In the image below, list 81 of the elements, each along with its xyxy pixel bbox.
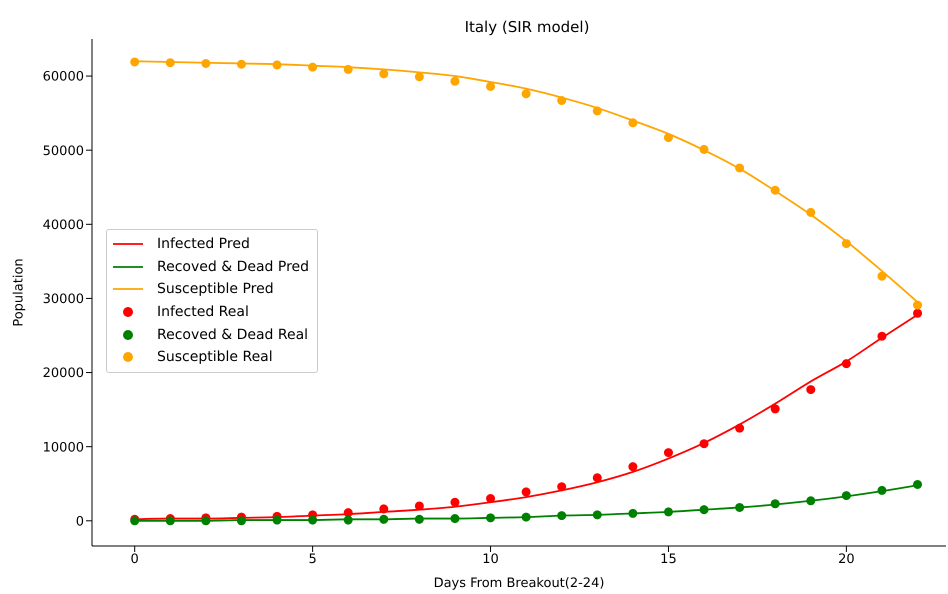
point — [770, 499, 780, 508]
point — [877, 272, 886, 281]
x-tick-label: 15 — [660, 552, 677, 568]
point — [557, 482, 566, 492]
point — [664, 507, 673, 516]
legend-label: Susceptible Pred — [157, 281, 274, 298]
point — [913, 308, 922, 318]
point — [344, 508, 353, 518]
point — [201, 58, 210, 68]
point — [450, 514, 460, 524]
point — [913, 300, 922, 310]
point — [700, 439, 709, 448]
point — [236, 516, 246, 526]
legend-label: Recoved & Dead Pred — [157, 258, 310, 275]
y-tick-label: 20000 — [42, 366, 84, 382]
legend-label: Recoved & Dead Real — [157, 326, 308, 343]
point — [664, 133, 673, 142]
point — [592, 106, 602, 116]
point — [592, 510, 602, 520]
legend-label: Infected Real — [157, 304, 249, 320]
point — [806, 385, 816, 394]
x-tick-label: 10 — [482, 552, 499, 568]
point — [522, 512, 531, 522]
x-axis-title: Days From Breakout(2-24) — [434, 576, 604, 591]
y-tick-label: 50000 — [42, 144, 84, 159]
point — [628, 508, 638, 518]
point — [272, 60, 282, 70]
point — [806, 496, 816, 506]
point — [414, 514, 424, 524]
point — [877, 486, 886, 495]
point — [522, 487, 531, 496]
point — [770, 404, 780, 414]
point — [272, 516, 282, 525]
point — [450, 76, 460, 86]
point — [842, 359, 851, 368]
x-tick-label: 0 — [130, 552, 139, 568]
y-tick-label: 40000 — [42, 218, 84, 233]
point — [735, 163, 744, 172]
point — [344, 64, 353, 74]
point — [557, 511, 566, 520]
point — [664, 448, 673, 458]
y-tick-label: 30000 — [42, 292, 84, 308]
x-tick-label: 20 — [838, 552, 855, 568]
point — [308, 62, 318, 72]
legend-label: Infected Pred — [157, 236, 250, 252]
point — [486, 513, 496, 522]
y-tick-label: 10000 — [42, 440, 84, 456]
point — [628, 462, 638, 472]
point — [592, 473, 602, 482]
point — [414, 72, 424, 82]
point — [379, 69, 388, 78]
point — [308, 516, 318, 525]
point — [770, 186, 780, 195]
y-tick-label: 60000 — [42, 70, 84, 85]
x-tick-label: 5 — [308, 552, 317, 568]
y-axis-title: Population — [12, 258, 27, 327]
point — [806, 208, 816, 217]
point — [557, 96, 566, 106]
point — [130, 57, 140, 66]
point — [379, 514, 388, 524]
point — [344, 516, 353, 525]
point — [166, 58, 175, 68]
y-tick-label: 0 — [76, 514, 84, 530]
point — [379, 504, 388, 514]
point — [735, 502, 744, 512]
point — [913, 480, 922, 489]
point — [842, 491, 851, 500]
point — [236, 60, 246, 69]
legend-label: Susceptible Real — [157, 349, 273, 366]
point — [486, 494, 496, 504]
point — [735, 424, 744, 433]
chart-title: Italy (SIR model) — [464, 18, 590, 36]
point — [700, 144, 709, 154]
point — [522, 89, 531, 98]
point — [700, 505, 709, 514]
point — [877, 332, 886, 341]
point — [486, 82, 496, 91]
point — [628, 118, 638, 128]
point — [201, 516, 210, 526]
point — [450, 498, 460, 507]
point — [842, 239, 851, 248]
